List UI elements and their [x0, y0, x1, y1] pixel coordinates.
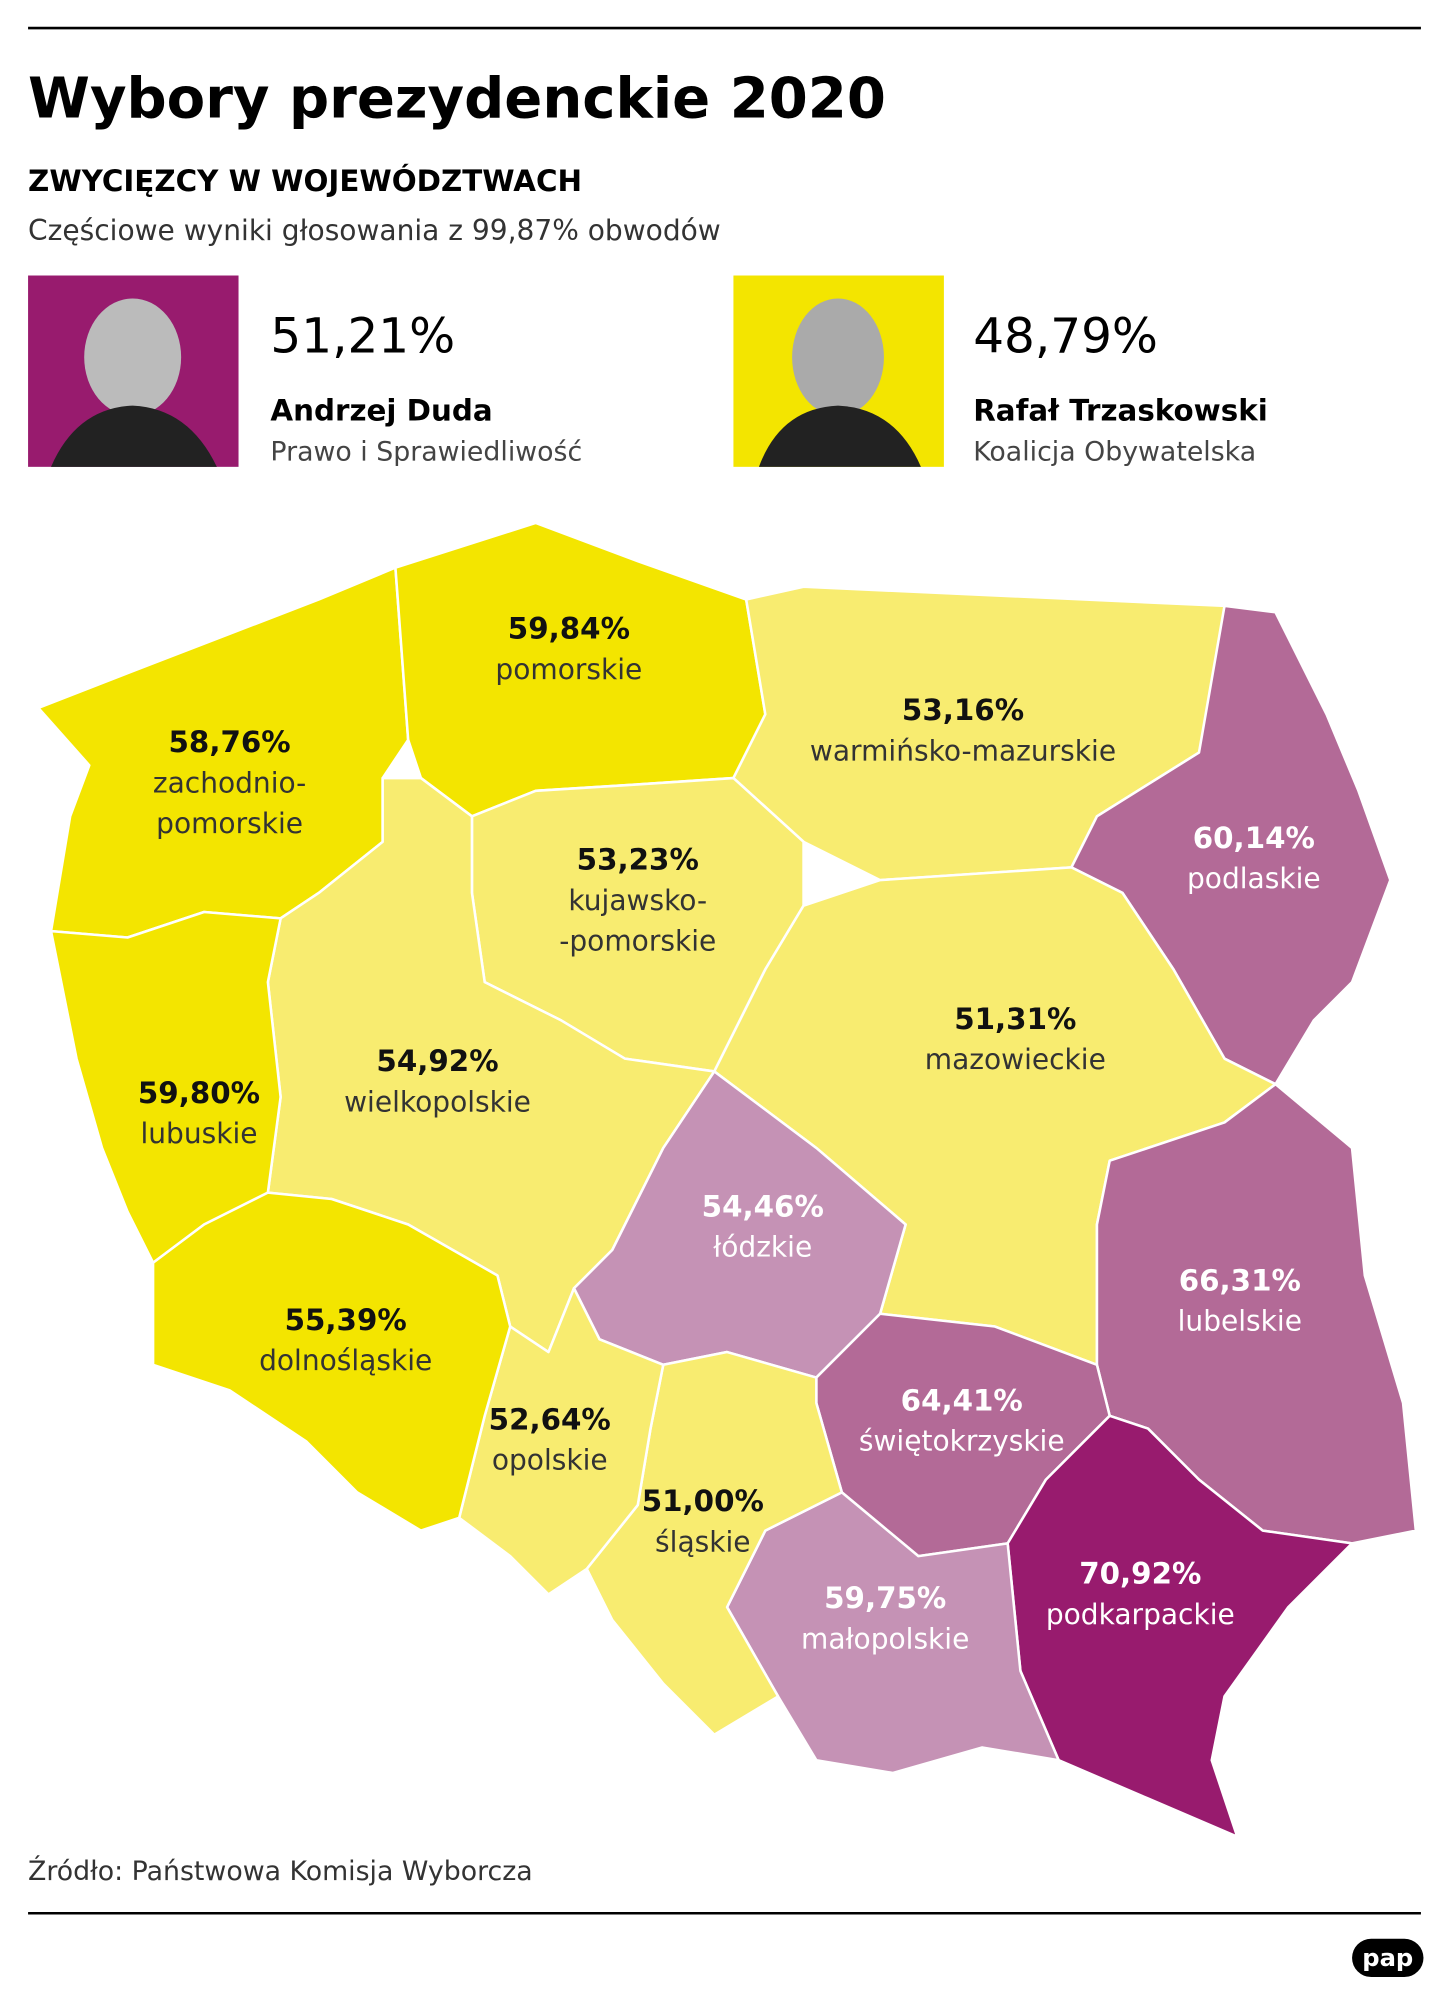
region-value: 53,23% — [577, 842, 699, 876]
region-name: świętokrzyskie — [859, 1425, 1065, 1458]
region-value: 54,92% — [376, 1044, 498, 1078]
region-value: 51,00% — [642, 1484, 764, 1518]
logo: pap — [1362, 1944, 1413, 1972]
logo-badge — [1352, 1938, 1424, 1978]
subtitle: ZWYCIĘZCY W WOJEWÓDZTWACH — [28, 162, 582, 198]
region-name: warmińsko-mazurskie — [810, 735, 1116, 768]
region-value: 59,75% — [824, 1581, 946, 1615]
map-labels: 58,76% zachodnio-pomorskie 59,84% pomorskie… — [138, 612, 1321, 1656]
region-name: mazowieckie — [925, 1043, 1106, 1076]
source: Źródło: Państwowa Komisja Wyborcza — [28, 1855, 533, 1887]
region-value: 55,39% — [285, 1303, 407, 1337]
region-name: kujawsko- — [568, 884, 707, 917]
region-name: -pomorskie — [559, 925, 716, 958]
candidate-party: Koalicja Obywatelska — [973, 436, 1256, 467]
region-value: 53,16% — [902, 693, 1024, 727]
region-name: lubuskie — [140, 1117, 257, 1150]
region-name: zachodnio- — [153, 766, 306, 799]
region-name: śląskie — [655, 1525, 751, 1558]
region-name: podkarpackie — [1046, 1598, 1235, 1631]
candidate-percent: 51,21% — [270, 308, 455, 364]
region-value: 70,92% — [1079, 1557, 1201, 1591]
candidate-party: Prawo i Sprawiedliwość — [270, 436, 582, 467]
region-name: łódzkie — [713, 1231, 812, 1264]
region-name: pomorskie — [156, 807, 303, 840]
candidate-photo — [733, 275, 944, 467]
region-value: 64,41% — [901, 1383, 1023, 1417]
title: Wybory prezydenckie 2020 — [28, 67, 886, 132]
region-value: 51,31% — [954, 1002, 1076, 1036]
candidate-name: Rafał Trzaskowski — [973, 393, 1268, 427]
region-value: 52,64% — [489, 1402, 611, 1436]
region-value: 54,46% — [702, 1189, 824, 1223]
region-name: małopolskie — [801, 1622, 969, 1655]
region-value: 58,76% — [169, 725, 291, 759]
region-value: 59,84% — [508, 612, 630, 646]
region-name: lubelskie — [1178, 1305, 1302, 1338]
region-value: 60,14% — [1193, 821, 1315, 855]
candidate-name: Andrzej Duda — [270, 393, 492, 427]
region-name: wielkopolskie — [344, 1085, 531, 1118]
region-name: pomorskie — [495, 653, 642, 686]
region-value: 66,31% — [1179, 1263, 1301, 1297]
candidate-percent: 48,79% — [973, 308, 1158, 364]
region-value: 59,80% — [138, 1076, 260, 1110]
map — [37, 521, 1418, 1839]
region — [151, 1191, 512, 1532]
region-name: opolskie — [492, 1444, 608, 1477]
note: Częściowe wyniki głosowania z 99,87% obw… — [28, 214, 721, 247]
candidate-photo — [28, 275, 239, 467]
region-name: dolnośląskie — [259, 1344, 432, 1377]
region-name: podlaskie — [1187, 862, 1321, 895]
